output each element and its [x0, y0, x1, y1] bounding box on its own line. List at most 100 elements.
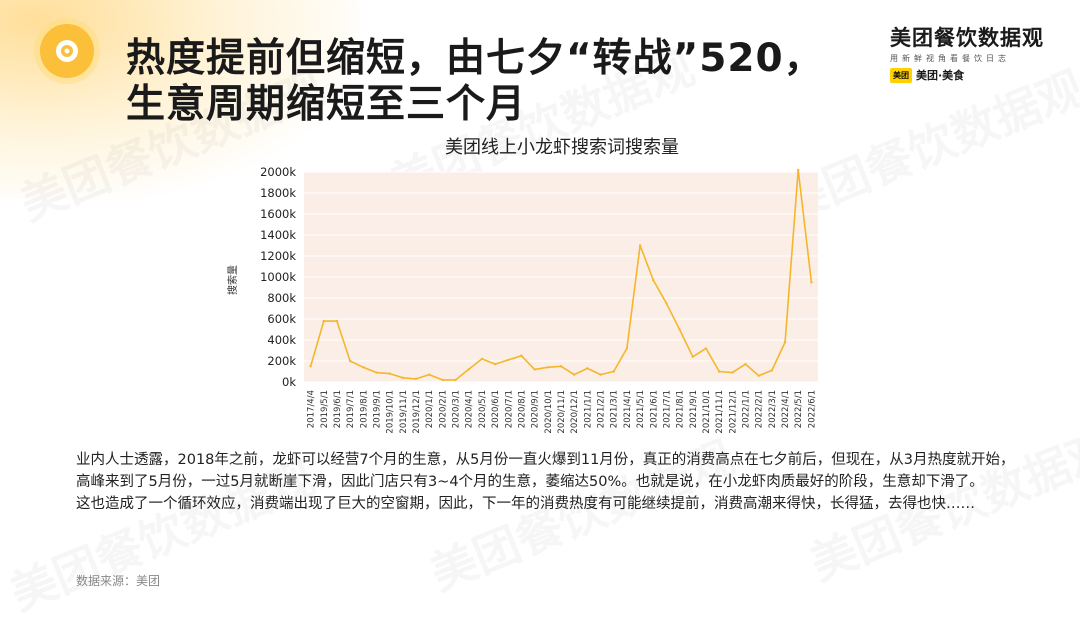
data-point	[770, 369, 774, 372]
data-point	[586, 367, 589, 370]
x-tick-label: 2021/3/1	[610, 390, 620, 428]
data-point	[638, 244, 642, 247]
data-point	[744, 362, 747, 366]
paragraph: 这也造成了一个循环效应，消费端出现了巨大的空窗期，因此，下一年的消费热度有可能继…	[76, 496, 975, 512]
x-tick-label: 2019/5/1	[320, 390, 330, 428]
x-tick-label: 2017/4/4	[307, 390, 317, 428]
x-tick-label: 2019/11/1	[399, 390, 409, 434]
x-tick-label: 2021/12/1	[728, 390, 738, 434]
data-point	[572, 373, 576, 376]
data-point	[322, 319, 325, 323]
data-point	[731, 371, 734, 374]
x-tick-label: 2021/11/1	[715, 390, 725, 434]
location-pin-icon	[40, 24, 94, 78]
data-point	[546, 366, 550, 369]
x-tick-label: 2019/12/1	[412, 390, 422, 434]
data-point	[810, 281, 813, 284]
x-tick-label: 2020/5/1	[478, 390, 488, 428]
y-tick-label: 1200k	[260, 249, 296, 263]
x-tick-label: 2019/10/1	[386, 390, 396, 434]
x-tick-label: 2020/8/1	[517, 390, 527, 428]
data-point	[717, 370, 721, 373]
chart-title: 美团线上小龙虾搜索词搜索量	[445, 137, 679, 158]
data-point	[493, 362, 497, 366]
y-tick-label: 200k	[267, 354, 296, 368]
x-tick-label: 2020/7/1	[504, 390, 514, 428]
x-tick-label: 2020/2/1	[438, 390, 448, 428]
data-point	[401, 376, 405, 379]
y-tick-label: 0k	[282, 375, 296, 389]
y-tick-label: 600k	[267, 312, 296, 326]
data-point	[797, 168, 800, 172]
body-text: 业内人士透露，2018年之前，龙虾可以经营7个月的生意，从5月份一直火爆到11月…	[76, 449, 1026, 515]
x-tick-label: 2020/3/1	[452, 390, 462, 428]
x-tick-label: 2022/2/1	[755, 390, 765, 428]
data-source: 数据来源：美团	[76, 574, 161, 588]
x-tick-label: 2019/7/1	[346, 390, 356, 428]
data-point	[335, 319, 339, 323]
data-point	[348, 359, 352, 363]
x-tick-label: 2021/7/1	[662, 390, 672, 428]
data-point	[414, 377, 418, 381]
y-axis-label: 搜索量	[226, 265, 239, 295]
title-line-1: 热度提前但缩短，由七夕“转战”520，	[126, 36, 824, 81]
data-point	[691, 355, 694, 358]
plot-area: 0k 200k 400k 600k 800k 1000k 1200k 1400k 1600k 18…	[260, 165, 818, 434]
x-tick-label: 2020/4/1	[465, 390, 475, 428]
x-tick-label: 2021/8/1	[676, 390, 686, 428]
x-tick-label: 2022/4/1	[781, 390, 791, 428]
chart-container: 美团线上小龙虾搜索词搜索量 搜索量 0k 200k 400k 600k 800k 1000…	[226, 137, 818, 434]
y-tick-label: 2000k	[260, 165, 296, 179]
x-tick-label: 2021/2/1	[597, 390, 607, 428]
brand-block: 美团餐饮数据观 用新鲜视角看餐饮日志 美团 美团·美食	[890, 22, 1044, 83]
x-tick-label: 2021/9/1	[689, 390, 699, 428]
title-line-2: 生意周期缩短至三个月	[126, 82, 527, 127]
x-tick-label: 2020/9/1	[531, 390, 541, 428]
brand-row: 美团 美团·美食	[890, 67, 1044, 83]
data-point	[309, 365, 312, 368]
x-tick-label: 2019/8/1	[359, 390, 369, 428]
brand-name: 美团餐饮数据观	[890, 26, 1044, 50]
x-tick-label: 2021/4/1	[623, 390, 633, 428]
y-tick-label: 1000k	[260, 270, 296, 284]
x-tick-label: 2020/6/1	[491, 390, 501, 428]
x-tick-label: 2019/9/1	[372, 390, 382, 428]
y-tick-label: 1600k	[260, 207, 296, 221]
y-tick-label: 1400k	[260, 228, 296, 242]
data-point	[428, 373, 431, 376]
x-tick-label: 2020/12/1	[570, 390, 580, 434]
page-title: 热度提前但缩短，由七夕“转战”520， 生意周期缩短至三个月	[126, 36, 826, 128]
y-tick-label: 400k	[267, 333, 296, 347]
data-point	[783, 340, 787, 344]
x-tick-label: 2020/1/1	[425, 390, 435, 428]
x-tick-label: 2022/3/1	[768, 390, 778, 428]
data-point	[704, 347, 708, 350]
data-point	[652, 278, 655, 282]
x-tick-label: 2020/11/1	[557, 390, 567, 434]
x-tick-label: 2021/1/1	[583, 390, 593, 428]
x-tick-label: 2021/5/1	[636, 390, 646, 428]
x-tick-label: 2019/6/1	[333, 390, 343, 428]
y-tick-label: 800k	[267, 291, 296, 305]
data-point	[625, 347, 629, 350]
x-tick-label: 2021/6/1	[649, 390, 659, 428]
data-point	[480, 357, 484, 361]
line-chart: 美团线上小龙虾搜索词搜索量 搜索量 0k 200k 400k 600k 800k 1000…	[226, 137, 818, 434]
data-point	[559, 365, 563, 368]
paragraph: 业内人士透露，2018年之前，龙虾可以经营7个月的生意，从5月份一直火爆到11月…	[76, 452, 1015, 490]
data-point	[665, 302, 668, 305]
x-tick-label: 2022/5/1	[794, 390, 804, 428]
data-point	[362, 366, 365, 369]
data-point	[533, 368, 536, 371]
data-point	[507, 358, 510, 362]
data-point	[599, 373, 602, 376]
y-tick-label: 1800k	[260, 186, 296, 200]
x-tick-label: 2020/10/1	[544, 390, 554, 434]
data-point	[454, 378, 457, 382]
x-tick-label: 2022/6/1	[807, 390, 817, 428]
data-point	[375, 371, 378, 374]
x-tick-label: 2021/10/1	[702, 390, 712, 434]
data-point	[467, 368, 470, 371]
data-point	[612, 370, 615, 373]
data-point	[520, 354, 523, 357]
